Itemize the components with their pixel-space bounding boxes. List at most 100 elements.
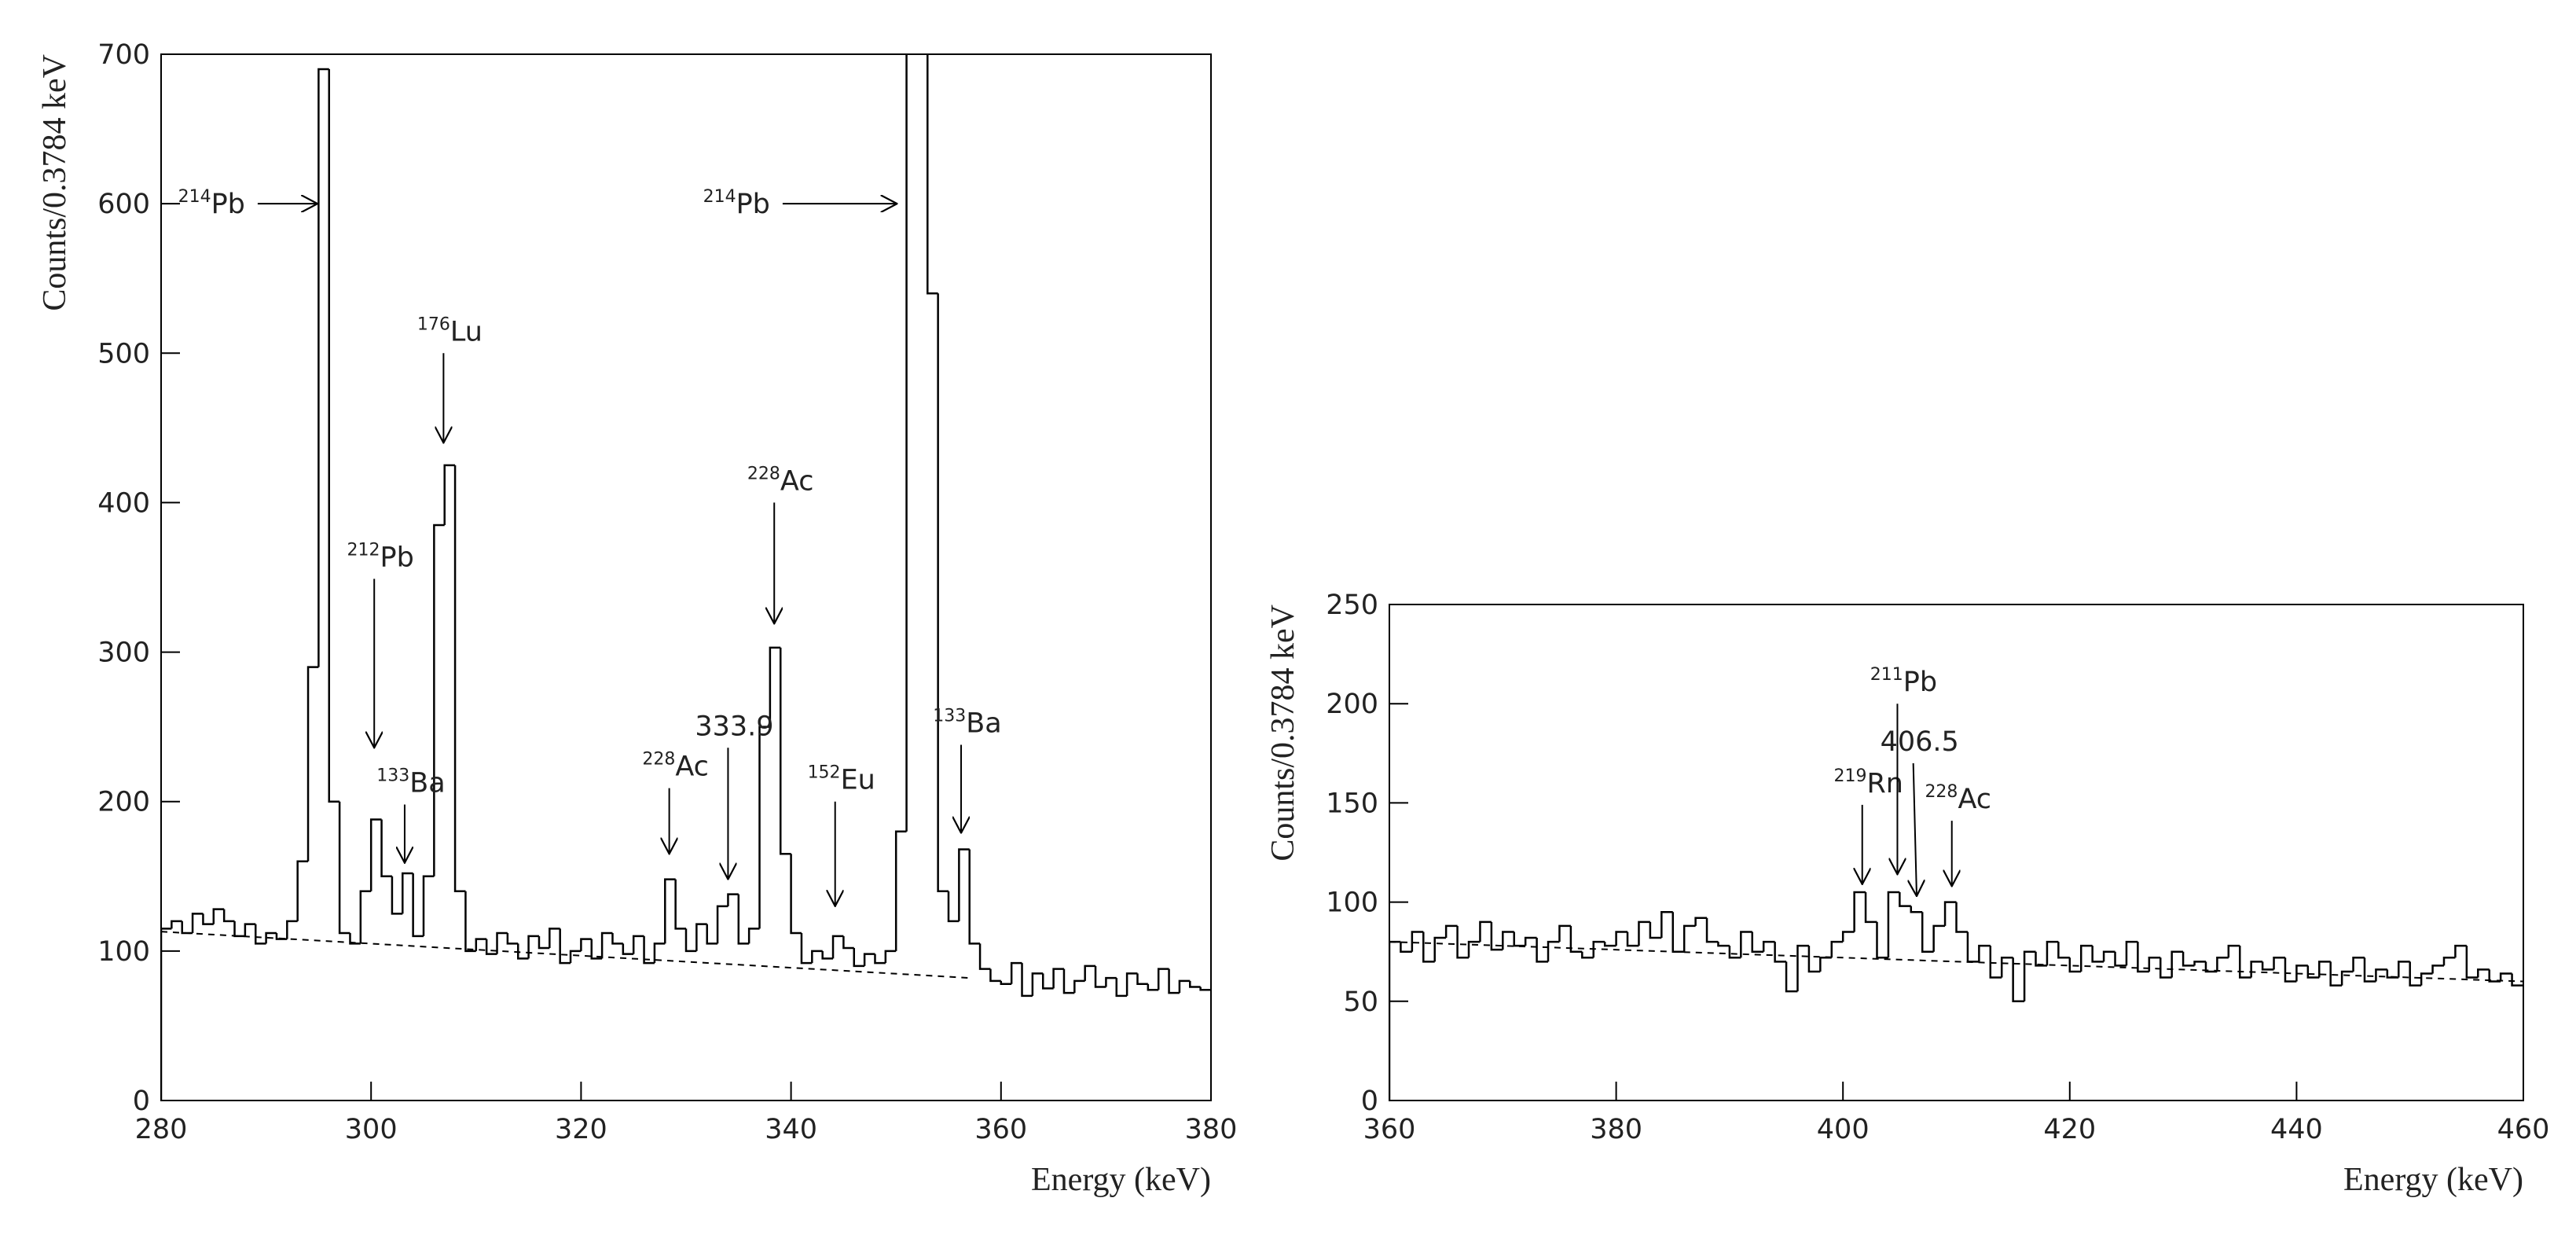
y-axis-label: Counts/0.3784 keV — [1265, 604, 1301, 862]
spectrum-panel: 360 380 400 420 440 460 0 50 100 150 200 250 Energy … — [1265, 590, 2549, 1198]
histogram-bin — [1728, 946, 1741, 959]
annotation-element: Ba — [966, 707, 1001, 739]
histogram-bin — [265, 932, 277, 944]
histogram-bin — [1717, 942, 1730, 947]
histogram-bin — [2261, 961, 2274, 971]
histogram-bin — [1178, 979, 1191, 994]
histogram-bin — [1547, 940, 1560, 962]
annotation-mass: 176 — [417, 314, 450, 334]
histogram-bin — [2068, 957, 2082, 973]
histogram-bin — [1671, 912, 1685, 953]
histogram-bin — [1694, 917, 1708, 926]
histogram-bin — [2511, 973, 2523, 987]
x-tick-label: 380 — [1185, 1114, 1238, 1145]
histogram-bin — [1921, 912, 1934, 953]
x-tick-label: 420 — [2043, 1114, 2096, 1145]
histogram-bin — [1041, 973, 1054, 990]
histogram-bin — [894, 830, 907, 951]
histogram-bin — [1168, 968, 1180, 994]
histogram-bin — [338, 801, 350, 935]
histogram-bin — [905, 54, 908, 832]
annotation-label: 214Pb — [178, 187, 245, 220]
x-axis-label: Energy (keV) — [2343, 1162, 2523, 1198]
histogram-bin — [1389, 940, 1401, 1101]
annotation-arrow — [1914, 762, 1917, 896]
histogram-bin — [1157, 968, 1169, 990]
histogram-bin — [884, 950, 897, 964]
histogram-bin — [684, 928, 697, 953]
histogram-bin — [2079, 944, 2093, 972]
histogram-bin — [1841, 931, 1855, 943]
histogram-bin — [1796, 944, 1809, 992]
histogram-bin — [1490, 921, 1503, 951]
y-tick-label: 200 — [97, 787, 150, 818]
histogram-bin — [453, 465, 466, 893]
histogram-bin — [181, 920, 193, 935]
histogram-bin — [1932, 924, 1946, 952]
y-tick-label: 400 — [97, 487, 150, 519]
histogram-bin — [1052, 968, 1064, 989]
histogram-bin — [496, 932, 508, 954]
x-tick-label: 460 — [2497, 1114, 2550, 1145]
histogram-bin — [2091, 946, 2104, 963]
annotation-element: Pb — [380, 542, 414, 573]
annotation-element: 406.5 — [1881, 726, 1959, 758]
histogram-bin — [559, 928, 571, 965]
annotation-label: 228Ac — [1925, 782, 1991, 815]
histogram-bin — [1989, 946, 2002, 979]
histogram-bin — [1105, 976, 1117, 987]
annotation-label: 212Pb — [347, 540, 414, 573]
histogram-bin — [1751, 932, 1764, 953]
histogram-bin — [1943, 901, 1957, 926]
histogram-bin — [2159, 957, 2172, 979]
histogram-bin — [958, 848, 970, 921]
annotation-label: 211Pb — [1870, 665, 1937, 698]
histogram-bin — [516, 943, 529, 960]
annotation-element: Pb — [1903, 667, 1937, 698]
histogram-bin — [2318, 961, 2331, 978]
histogram-bin — [2227, 944, 2240, 958]
histogram-bin — [590, 939, 603, 960]
histogram-bin — [1774, 942, 1787, 963]
histogram-bin — [737, 894, 750, 945]
plot-frame — [1389, 604, 2524, 1101]
histogram-bin — [790, 854, 802, 935]
histogram-bin — [2204, 961, 2218, 973]
histogram-bin — [2137, 942, 2149, 973]
histogram-bin — [2431, 965, 2444, 974]
histogram-bin — [1569, 925, 1583, 953]
annotation-mass: 214 — [703, 187, 736, 207]
histogram-bin — [2284, 957, 2297, 983]
histogram-bin — [1479, 920, 1492, 943]
histogram-bin — [1400, 942, 1412, 953]
annotation-element: Eu — [841, 765, 875, 796]
histogram-bin — [1010, 961, 1022, 984]
x-tick-label: 300 — [345, 1114, 398, 1145]
histogram-bin — [1147, 983, 1159, 991]
histogram-bin — [1899, 891, 1911, 907]
histogram-bin — [2046, 940, 2059, 966]
annotation-element: 333.9 — [695, 711, 773, 742]
histogram-bin — [600, 932, 613, 959]
histogram-bin — [2000, 957, 2013, 978]
x-axis-label: Energy (keV) — [1031, 1162, 1211, 1198]
annotation-label: 133Ba — [933, 706, 1001, 739]
background-fit — [1389, 941, 2523, 983]
histogram-bin — [422, 875, 435, 936]
annotation-mass: 211 — [1870, 665, 1903, 685]
histogram-bin — [2148, 957, 2161, 972]
x-tick-label: 440 — [2270, 1114, 2323, 1145]
histogram-bin — [2352, 957, 2365, 972]
histogram-bin — [1467, 940, 1481, 958]
histogram-bin — [1502, 931, 1514, 950]
spectrum-panel: 280 300 320 340 360 380 0 100 200 300 400 500 600 700… — [37, 39, 1238, 1198]
plot-frame — [160, 53, 1212, 1101]
histogram-bin — [2023, 950, 2036, 1001]
histogram-bin — [161, 928, 172, 1101]
histogram-bin — [475, 938, 487, 951]
histogram-bin — [2125, 940, 2138, 966]
annotation-label: 228Ac — [642, 750, 709, 783]
annotation-mass: 212 — [347, 540, 380, 560]
histogram-bin — [171, 920, 182, 929]
annotation-mass: 152 — [808, 763, 841, 783]
